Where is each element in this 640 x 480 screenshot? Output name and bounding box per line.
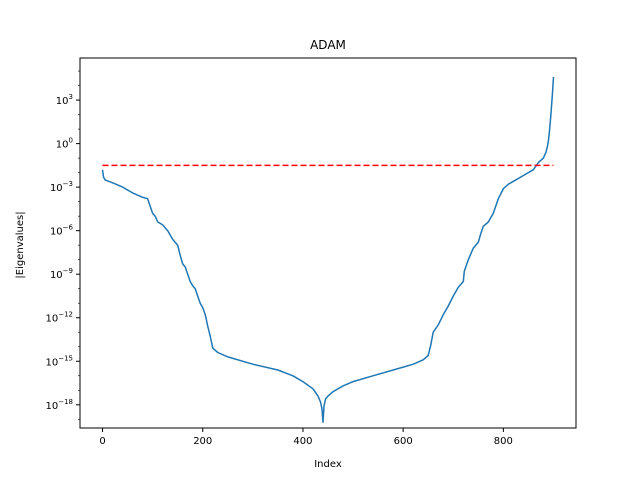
- x-axis-label: Index: [314, 459, 342, 470]
- y-tick-label: 10−15: [45, 354, 73, 368]
- x-tick-label: 400: [293, 436, 312, 447]
- chart-title: ADAM: [310, 38, 346, 52]
- y-axis-label: |Eigenvalues|: [15, 211, 26, 278]
- x-tick-label: 600: [394, 436, 413, 447]
- y-tick-label: 10−12: [45, 311, 73, 325]
- x-axis-ticks: 0 200 400 600 800: [99, 428, 513, 447]
- y-tick-label: 103: [56, 93, 73, 107]
- x-tick-label: 0: [99, 436, 105, 447]
- plot-series: [101, 76, 555, 423]
- y-tick-label: 10−3: [50, 180, 73, 194]
- eigenvalue-line: [101, 76, 555, 423]
- x-tick-label: 800: [494, 436, 513, 447]
- y-tick-label: 100: [56, 137, 73, 151]
- plot-frame: [79, 57, 577, 429]
- y-tick-label: 10−6: [50, 224, 74, 238]
- x-tick-label: 200: [193, 436, 212, 447]
- y-tick-label: 10−9: [50, 267, 73, 281]
- y-tick-label: 10−18: [45, 398, 73, 412]
